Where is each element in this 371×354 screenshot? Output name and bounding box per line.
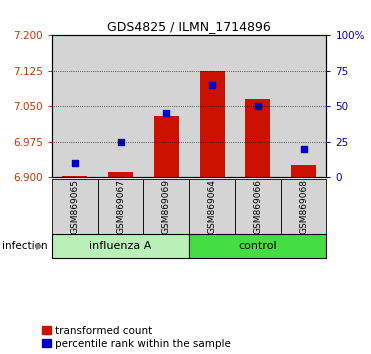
Text: influenza A: influenza A	[89, 241, 152, 251]
Bar	[291, 165, 316, 177]
Point	[209, 82, 215, 88]
Text: control: control	[239, 241, 277, 251]
Bar	[98, 35, 144, 177]
Text: GSM869067: GSM869067	[116, 179, 125, 234]
Point	[118, 139, 124, 144]
Bar	[200, 71, 225, 177]
Bar	[245, 99, 270, 177]
Bar	[235, 35, 281, 177]
Title: GDS4825 / ILMN_1714896: GDS4825 / ILMN_1714896	[107, 20, 271, 33]
Bar	[189, 35, 235, 177]
Text: GSM869068: GSM869068	[299, 179, 308, 234]
Point	[255, 103, 261, 109]
Bar	[62, 176, 88, 177]
Bar	[154, 116, 179, 177]
Point	[163, 110, 169, 116]
Text: GSM869064: GSM869064	[208, 179, 217, 234]
Bar	[144, 35, 189, 177]
Legend: transformed count, percentile rank within the sample: transformed count, percentile rank withi…	[42, 326, 231, 349]
Text: GSM869066: GSM869066	[253, 179, 262, 234]
Text: GSM869069: GSM869069	[162, 179, 171, 234]
Text: GSM869065: GSM869065	[70, 179, 79, 234]
Point	[301, 146, 306, 152]
Bar	[281, 35, 326, 177]
Text: infection: infection	[2, 241, 47, 251]
Text: ▶: ▶	[36, 241, 44, 251]
Bar	[108, 172, 133, 177]
Point	[72, 160, 78, 166]
Bar	[52, 35, 98, 177]
